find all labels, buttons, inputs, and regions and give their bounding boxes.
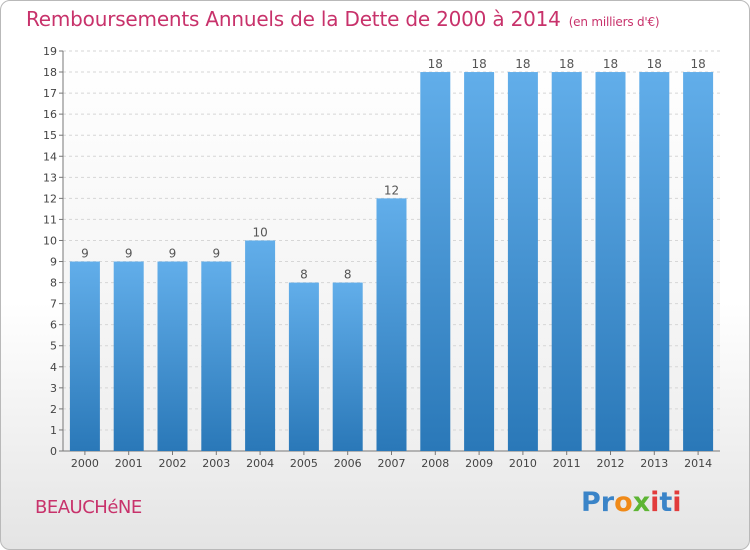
bar: [113, 261, 144, 451]
y-tick-label: 15: [43, 129, 57, 142]
y-tick-label: 1: [50, 424, 57, 437]
x-tick-label: 2014: [684, 457, 712, 470]
bar: [157, 261, 188, 451]
logo-letter: r: [600, 487, 615, 518]
y-tick-label: 17: [43, 87, 57, 100]
data-label: 9: [212, 247, 220, 261]
x-tick-label: 2006: [334, 457, 362, 470]
data-label: 8: [344, 268, 352, 282]
y-tick-label: 5: [50, 340, 57, 353]
y-tick-label: 6: [50, 319, 57, 332]
title-text: Remboursements Annuels de la Dette de 20…: [26, 7, 561, 31]
y-tick-label: 9: [50, 256, 57, 269]
bar: [245, 240, 276, 451]
bar: [464, 72, 495, 451]
y-tick-label: 18: [43, 66, 57, 79]
x-tick-label: 2002: [159, 457, 187, 470]
bar: [639, 72, 670, 451]
y-tick-label: 4: [50, 361, 57, 374]
y-tick-label: 11: [43, 213, 57, 226]
y-tick-label: 16: [43, 108, 57, 121]
x-tick-label: 2013: [640, 457, 668, 470]
y-tick-label: 13: [43, 171, 57, 184]
x-tick-label: 2009: [465, 457, 493, 470]
y-tick-label: 3: [50, 382, 57, 395]
x-tick-label: 2003: [202, 457, 230, 470]
logo-letter: i: [650, 487, 660, 518]
x-tick-label: 2011: [553, 457, 581, 470]
y-tick-label: 10: [43, 234, 57, 247]
data-label: 18: [559, 57, 574, 71]
y-tick-label: 19: [43, 45, 57, 58]
logo-letter: t: [659, 487, 673, 518]
logo-letter: P: [581, 487, 601, 518]
logo-letter: x: [632, 487, 651, 518]
bar: [683, 72, 714, 451]
bar: [288, 282, 319, 451]
bar: [595, 72, 626, 451]
chart-title: Remboursements Annuels de la Dette de 20…: [26, 7, 660, 31]
commune-name: BEAUCHéNE: [35, 497, 142, 518]
data-label: 8: [300, 268, 308, 282]
x-tick-label: 2012: [597, 457, 625, 470]
bar: [420, 72, 451, 451]
data-label: 9: [169, 247, 177, 261]
x-tick-label: 2007: [378, 457, 406, 470]
data-label: 18: [428, 57, 443, 71]
data-label: 18: [515, 57, 530, 71]
data-label: 18: [603, 57, 618, 71]
logo-letter: o: [614, 487, 633, 518]
bar: [507, 72, 538, 451]
data-label: 18: [690, 57, 705, 71]
data-label: 12: [384, 183, 399, 197]
bar: [551, 72, 582, 451]
x-tick-label: 2001: [115, 457, 143, 470]
y-tick-label: 2: [50, 403, 57, 416]
data-label: 18: [647, 57, 662, 71]
x-tick-label: 2004: [246, 457, 274, 470]
title-unit: (en milliers d'€): [568, 15, 660, 29]
y-tick-label: 12: [43, 192, 57, 205]
bar: [201, 261, 232, 451]
x-tick-label: 2005: [290, 457, 318, 470]
logo-letter: i: [672, 487, 682, 518]
data-label: 18: [471, 57, 486, 71]
y-tick-label: 0: [50, 445, 57, 458]
y-tick-label: 8: [50, 277, 57, 290]
bar: [332, 282, 363, 451]
data-label: 10: [252, 225, 267, 239]
data-label: 9: [125, 247, 133, 261]
bar: [69, 261, 100, 451]
y-tick-label: 14: [43, 150, 57, 163]
data-label: 9: [81, 247, 89, 261]
y-tick-label: 7: [50, 298, 57, 311]
x-tick-label: 2008: [421, 457, 449, 470]
x-tick-label: 2000: [71, 457, 99, 470]
bar: [376, 198, 407, 451]
proxiti-logo: Proxiti: [581, 487, 682, 518]
x-tick-label: 2010: [509, 457, 537, 470]
